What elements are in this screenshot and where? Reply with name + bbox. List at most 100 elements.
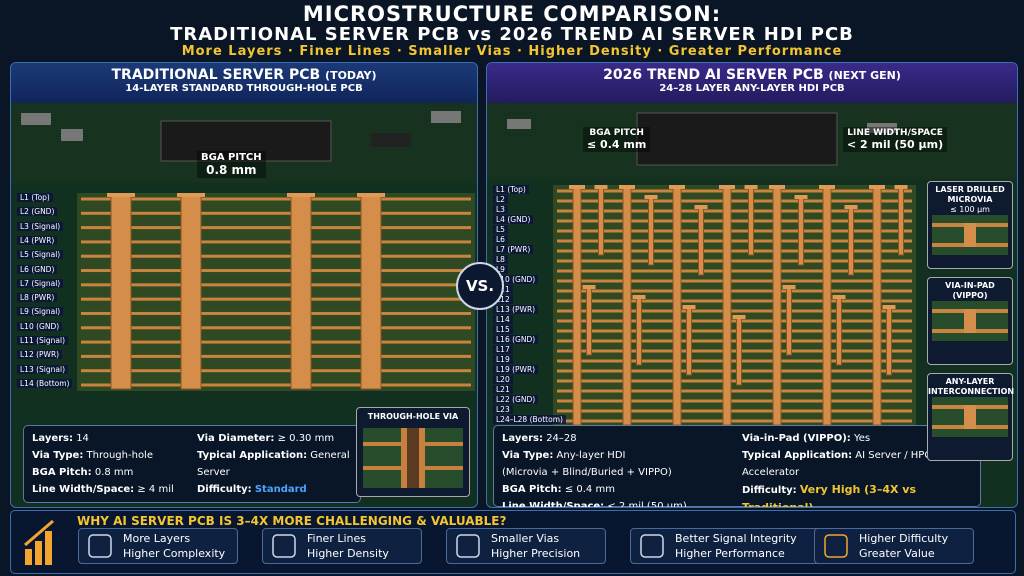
footer-line2: Higher Complexity bbox=[123, 547, 226, 560]
spec-label: BGA Pitch: bbox=[502, 484, 562, 495]
via bbox=[598, 186, 604, 256]
callout-value: ≤ 100 µm bbox=[950, 205, 990, 214]
via-pad bbox=[644, 195, 658, 199]
via-pad bbox=[744, 185, 758, 189]
via-pad bbox=[819, 185, 835, 189]
spec-label: Difficulty: bbox=[742, 485, 797, 496]
layer-label: L9 (Signal) bbox=[17, 307, 64, 317]
footer-icon bbox=[88, 534, 112, 558]
copper-layer bbox=[81, 197, 471, 201]
layer-label: L13 (PWR) bbox=[493, 305, 539, 314]
layer-label: L8 (PWR) bbox=[17, 293, 58, 303]
via bbox=[110, 194, 132, 390]
via-pad bbox=[832, 295, 846, 299]
bga-label: BGA PITCH bbox=[589, 128, 644, 138]
copper-layer bbox=[81, 240, 471, 244]
via-pad bbox=[619, 185, 635, 189]
spec-row: Layers: 24–28 bbox=[502, 430, 732, 447]
layer-label: L16 (GND) bbox=[493, 335, 539, 344]
via-caption: THROUGH-HOLE VIA bbox=[367, 412, 459, 421]
via-pad bbox=[357, 193, 385, 197]
spec-label: Via-in-Pad (VIPPO): bbox=[742, 433, 851, 444]
via bbox=[748, 186, 754, 256]
copper-layer bbox=[81, 369, 471, 373]
copper-layer bbox=[557, 309, 912, 313]
subtitle: More Layers · Finer Lines · Smaller Vias… bbox=[181, 44, 843, 59]
layer-label: L17 bbox=[493, 345, 513, 354]
right-panel: 2026 TREND AI SERVER PCB (NEXT GEN) 24–2… bbox=[486, 62, 1018, 508]
spec-value: ≤ 0.4 mm bbox=[564, 484, 615, 495]
via bbox=[586, 286, 592, 356]
panel-subtitle: 14-LAYER STANDARD THROUGH-HOLE PCB bbox=[125, 83, 363, 94]
copper-layer bbox=[557, 219, 912, 223]
copper-layer bbox=[81, 354, 471, 358]
layer-label: L20 bbox=[493, 375, 513, 384]
layer-label: L23 bbox=[493, 405, 513, 414]
copper-layer bbox=[557, 369, 912, 373]
spec-value: < 2 mil (50 µm) bbox=[607, 501, 687, 508]
panel-title: 2026 TREND AI SERVER PCB (NEXT GEN) bbox=[487, 67, 1017, 83]
panel-title-text: 2026 TREND AI SERVER PCB bbox=[603, 67, 824, 83]
layer-label: L12 bbox=[493, 295, 513, 304]
spec-label: Line Width/Space: bbox=[502, 501, 605, 508]
via-inset: THROUGH-HOLE VIA bbox=[356, 407, 470, 497]
callout: VIA-IN-PAD (VIPPO) bbox=[927, 277, 1013, 365]
copper-layer bbox=[81, 383, 471, 387]
pcb-illustration bbox=[11, 103, 477, 391]
panel-title: TRADITIONAL SERVER PCB (TODAY) bbox=[11, 67, 477, 83]
via bbox=[836, 296, 842, 366]
spec-value: Very High (3–4X vs Traditional) bbox=[742, 483, 917, 508]
footer-item: Higher Difficulty Greater Value bbox=[814, 528, 974, 564]
copper-layer bbox=[557, 389, 912, 393]
via-pad bbox=[882, 305, 896, 309]
title: TRADITIONAL SERVER PCB vs 2026 TREND AI … bbox=[170, 24, 854, 45]
copper-layer bbox=[81, 254, 471, 258]
footer-icon bbox=[640, 534, 664, 558]
via-pad bbox=[769, 185, 785, 189]
footer-item: More Layers Higher Complexity bbox=[78, 528, 238, 564]
layer-label: L3 (Signal) bbox=[17, 221, 64, 231]
stack-bg bbox=[553, 185, 916, 427]
spec-value: 0.8 mm bbox=[94, 467, 134, 478]
layer-label: L14 bbox=[493, 315, 513, 324]
spec-label: Line Width/Space: bbox=[32, 484, 135, 495]
via bbox=[722, 186, 732, 426]
via bbox=[636, 296, 642, 366]
spec-value: 14 bbox=[76, 433, 89, 444]
footer-item: Smaller Vias Higher Precision bbox=[446, 528, 606, 564]
copper-layer bbox=[81, 311, 471, 315]
footer-icon bbox=[824, 534, 848, 558]
via bbox=[872, 186, 882, 426]
copper-layer bbox=[81, 326, 471, 330]
footer-line2: Higher Precision bbox=[491, 547, 581, 560]
spec-row: Via Type: Any-layer HDI (Microvia + Blind… bbox=[502, 447, 732, 481]
via bbox=[686, 306, 692, 376]
layer-label: L4 (GND) bbox=[493, 215, 534, 224]
spec-label: Typical Application: bbox=[742, 450, 853, 461]
bga-callout: BGA PITCH ≤ 0.4 mm bbox=[583, 127, 651, 152]
via-pad bbox=[844, 205, 858, 209]
layer-label: L6 bbox=[493, 235, 508, 244]
via-pad bbox=[869, 185, 885, 189]
layer-label: L5 bbox=[493, 225, 508, 234]
copper-layer bbox=[557, 359, 912, 363]
callout-drawing bbox=[932, 215, 1008, 255]
inset-via bbox=[964, 309, 976, 333]
spec-box: Layers: 24–28 Via Type: Any-layer HDI (Mic… bbox=[493, 425, 981, 507]
spec-label: Layers: bbox=[502, 433, 543, 444]
panel-header: TRADITIONAL SERVER PCB (TODAY) 14-LAYER … bbox=[11, 63, 477, 103]
via bbox=[798, 196, 804, 266]
via-pad bbox=[732, 315, 746, 319]
layer-label: L19 (PWR) bbox=[493, 365, 539, 374]
layer-label: L7 (PWR) bbox=[493, 245, 534, 254]
footer-line1: More Layers bbox=[123, 532, 191, 545]
icon-shape bbox=[456, 534, 480, 558]
copper-layer bbox=[81, 283, 471, 287]
spec-box: Layers: 14 Via Type: Through-hole BGA Pitc… bbox=[23, 425, 361, 503]
callout-title: VIA-IN-PAD (VIPPO) bbox=[945, 281, 995, 300]
via bbox=[648, 196, 654, 266]
spec-row: BGA Pitch: ≤ 0.4 mm bbox=[502, 481, 732, 498]
panel-subtitle: 24–28 LAYER ANY-LAYER HDI PCB bbox=[659, 83, 845, 94]
inset-via bbox=[964, 405, 976, 429]
